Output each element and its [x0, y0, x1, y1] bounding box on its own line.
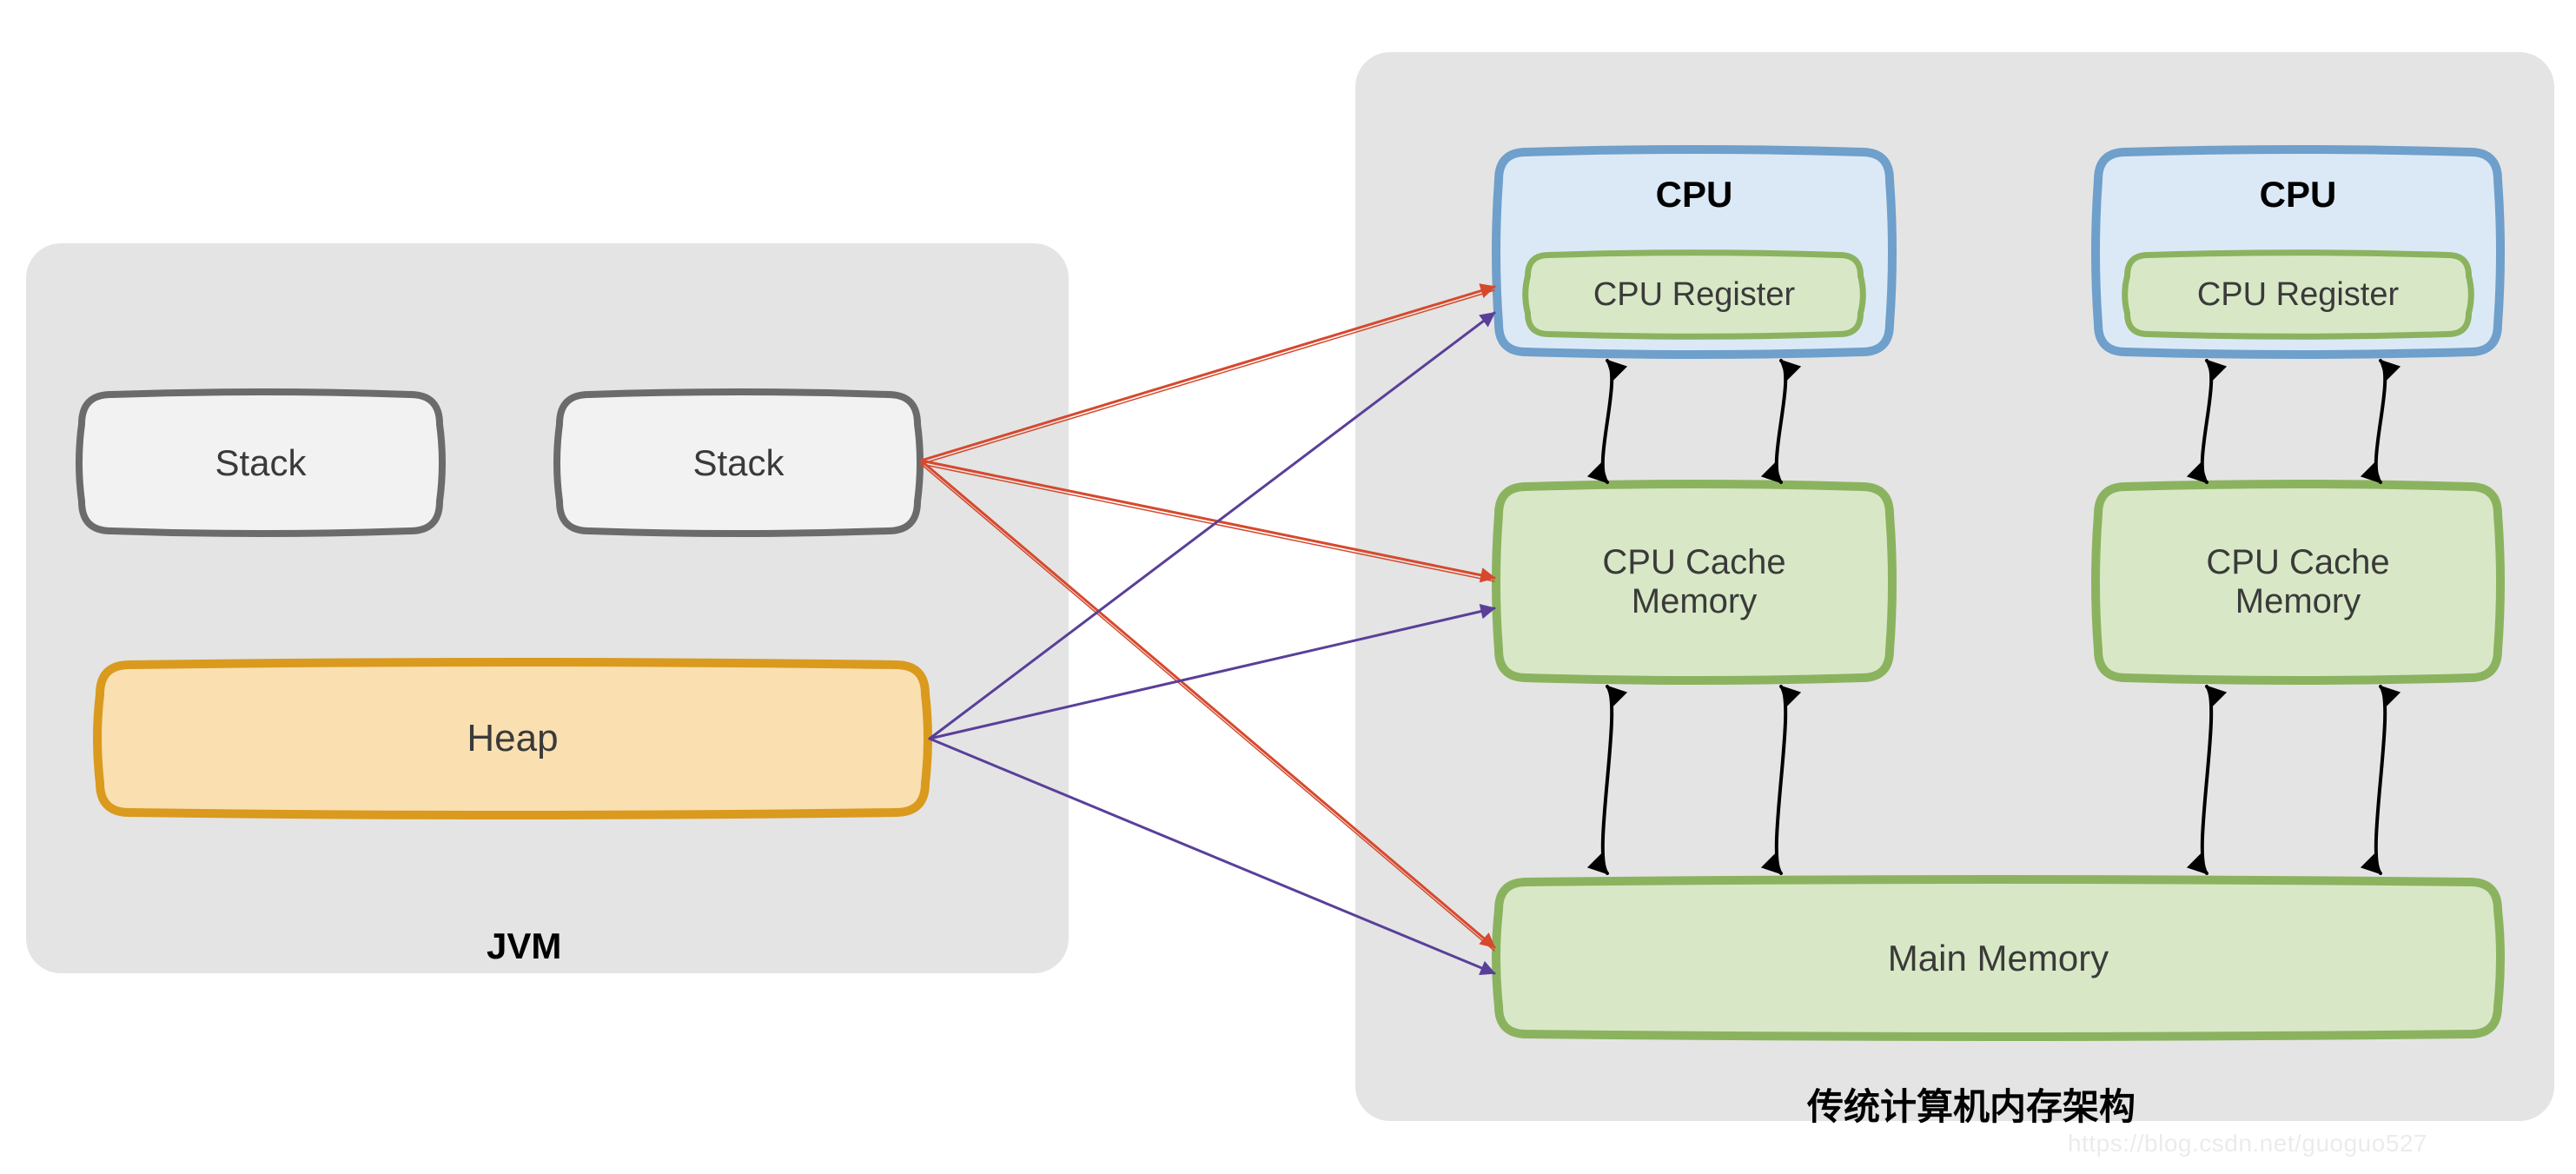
box-label-mainmem: Main Memory [1494, 938, 2502, 979]
box-label-stack1: Stack [78, 442, 443, 484]
box-cache1: CPU Cache Memory [1494, 482, 1894, 682]
box-label-cache2: CPU Cache Memory [2094, 543, 2502, 621]
box-reg2: CPU Register [2124, 252, 2472, 337]
box-mainmem: Main Memory [1494, 878, 2502, 1038]
panel-label-jvm: JVM [487, 925, 561, 967]
panel-jvm [26, 243, 1069, 973]
box-stack1: Stack [78, 391, 443, 534]
box-heap: Heap [96, 660, 930, 817]
box-reg1: CPU Register [1525, 252, 1864, 337]
box-label-cache1: CPU Cache Memory [1494, 543, 1894, 621]
watermark-text: https://blog.csdn.net/guoguo527 [2068, 1130, 2427, 1157]
box-label-cpu2: CPU [2094, 148, 2502, 216]
diagram-canvas: Stack Stack Heap CPU CPU CPU Register CPU Regi… [0, 0, 2576, 1174]
box-stack2: Stack [556, 391, 921, 534]
box-label-cpu1: CPU [1494, 148, 1894, 216]
box-label-reg2: CPU Register [2124, 276, 2472, 314]
box-cache2: CPU Cache Memory [2094, 482, 2502, 682]
panel-label-hw: 传统计算机内存架构 [1807, 1078, 2136, 1131]
box-label-heap: Heap [96, 717, 930, 760]
box-label-stack2: Stack [556, 442, 921, 484]
box-label-reg1: CPU Register [1525, 276, 1864, 314]
